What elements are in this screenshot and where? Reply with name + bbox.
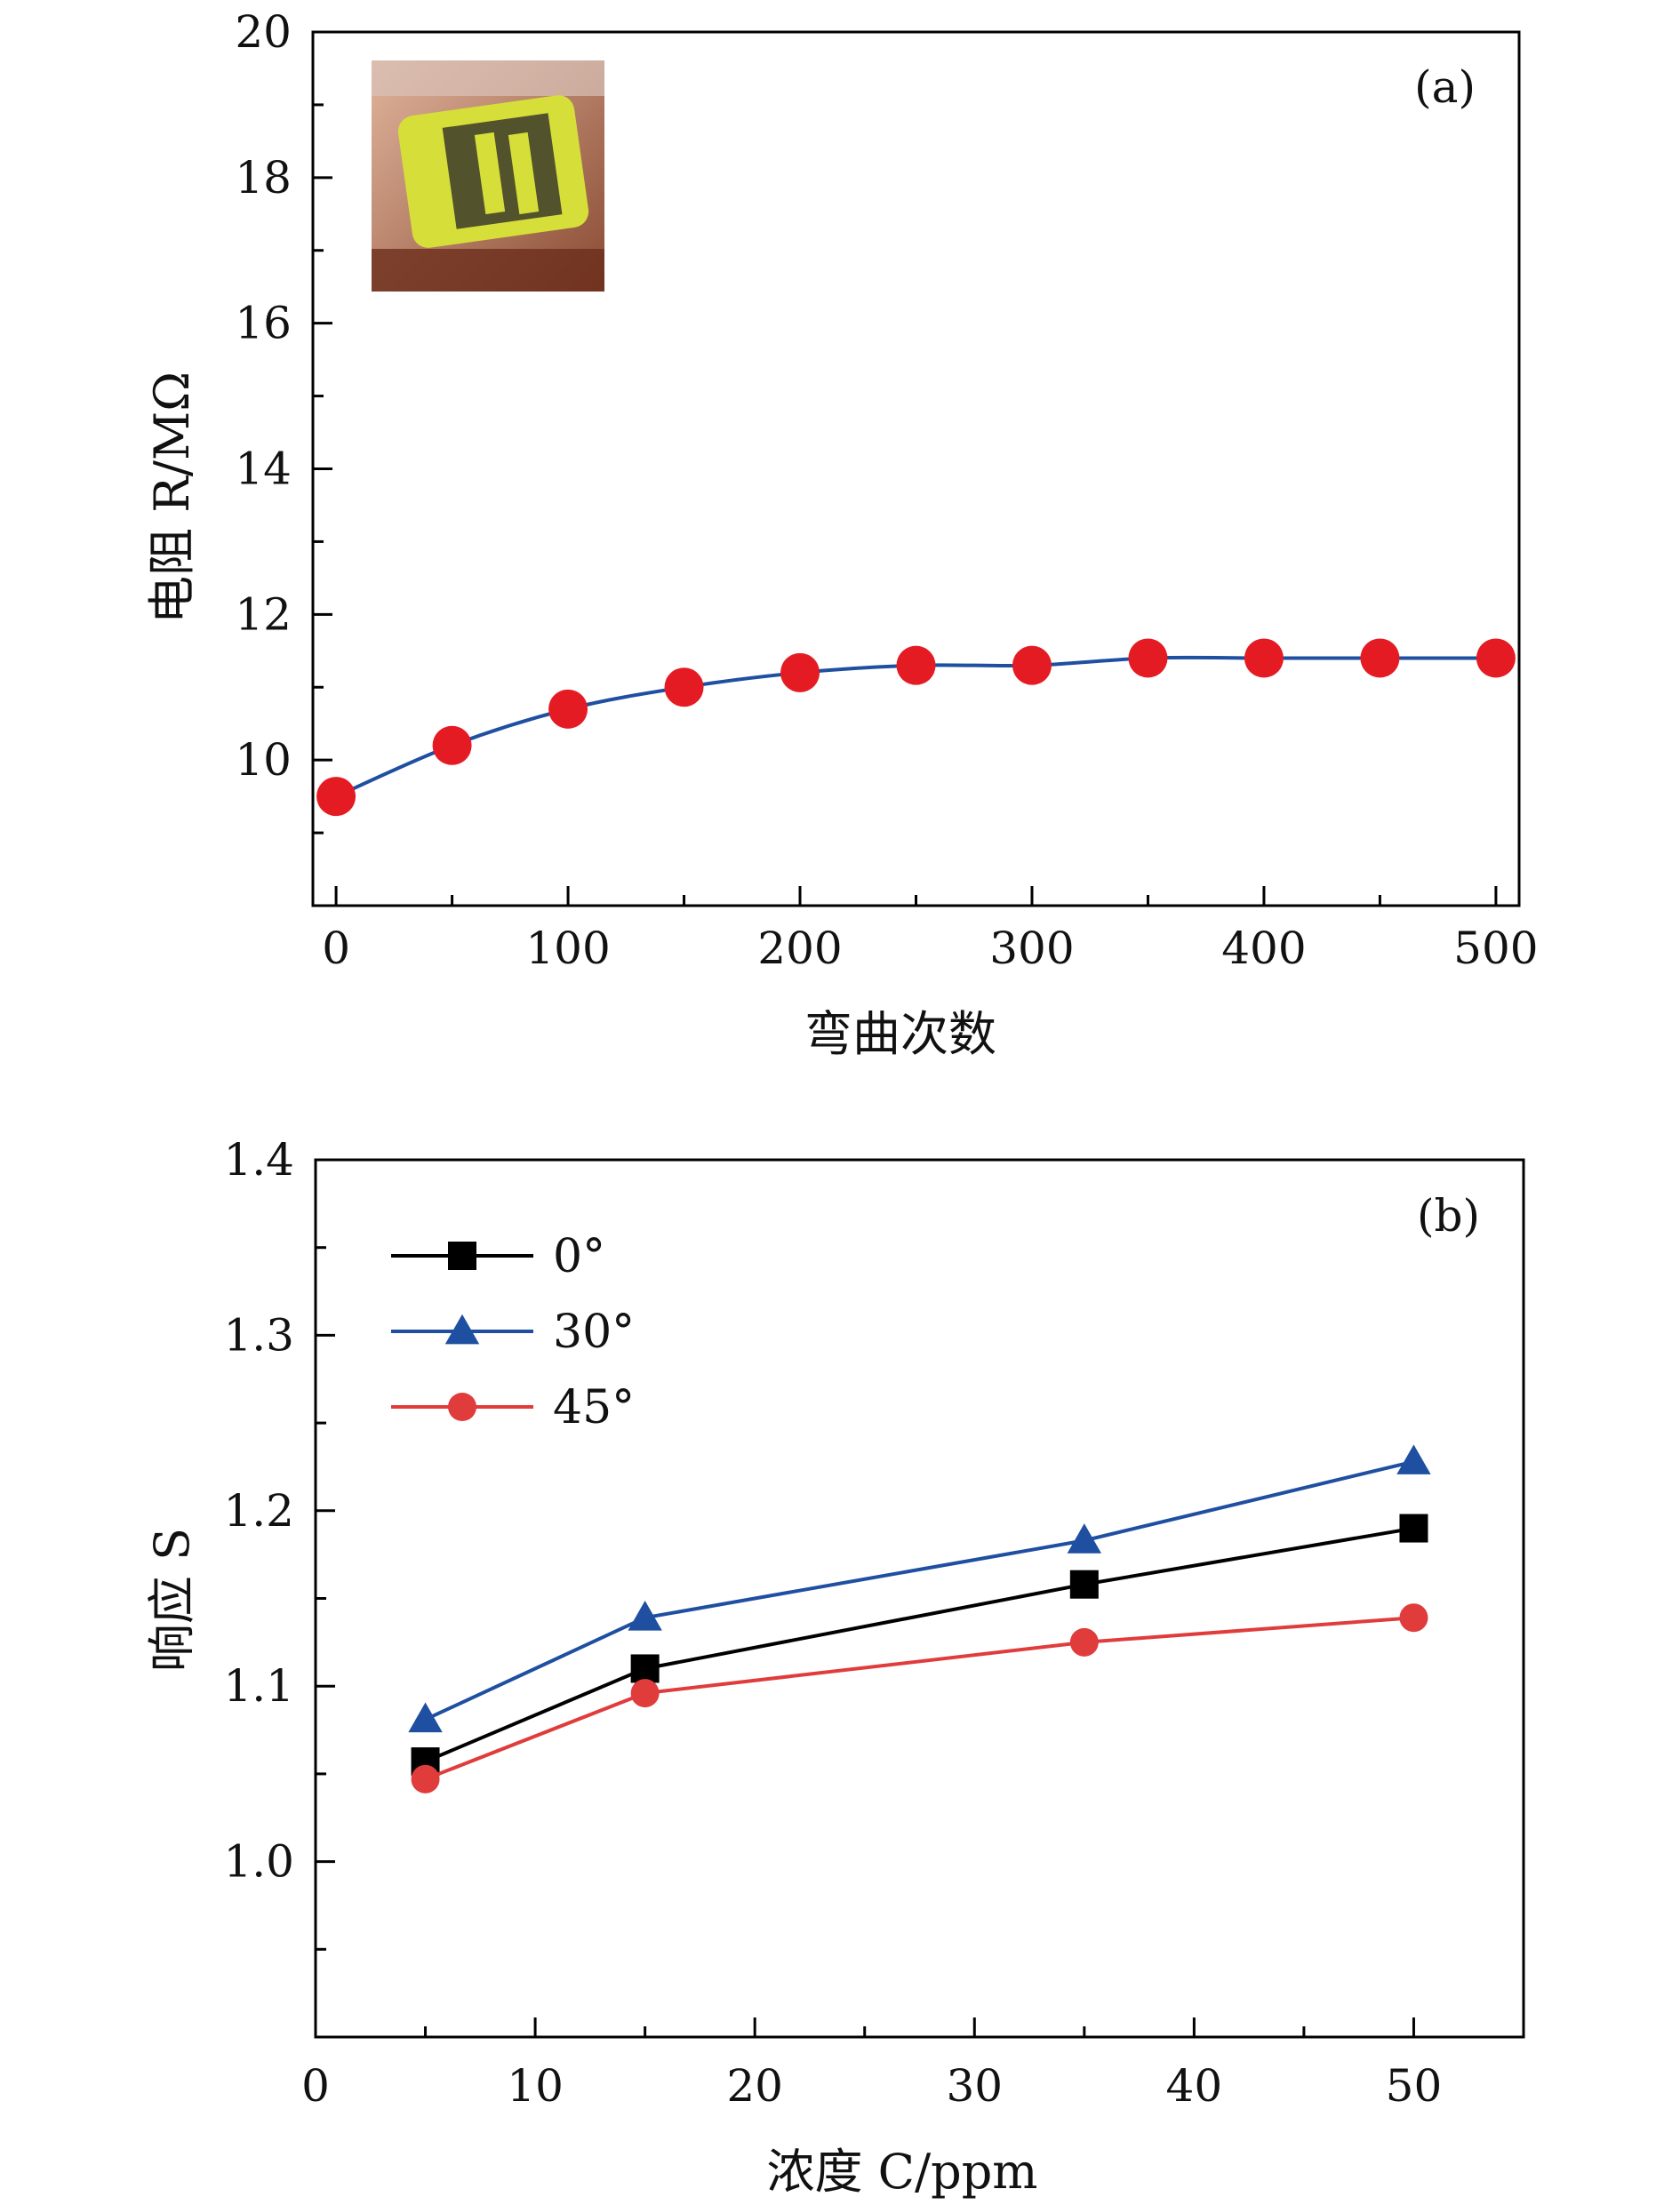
data-point bbox=[664, 667, 704, 707]
data-point bbox=[432, 725, 472, 765]
y-axis-title-b: 响应 S bbox=[144, 1528, 200, 1672]
x-axis-title-b: 浓度 C/ppm bbox=[766, 2144, 1037, 2200]
data-point bbox=[1067, 1523, 1102, 1554]
x-axis-a: 0 100 200 300 400 500 bbox=[322, 886, 1539, 974]
x-tick-label: 30 bbox=[946, 2060, 1003, 2112]
data-point bbox=[548, 689, 588, 729]
x-tick-label: 400 bbox=[1221, 923, 1306, 974]
data-point bbox=[1012, 645, 1052, 685]
y-axis-a: 10 12 14 16 18 20 bbox=[235, 6, 332, 835]
data-point bbox=[628, 1601, 662, 1631]
x-tick-label: 50 bbox=[1386, 2060, 1443, 2112]
data-point bbox=[896, 645, 936, 685]
panel-b: (b) 0 10 20 30 40 50 1.0 1.1 1.2 1.3 1.4 0° 30° 45°… bbox=[144, 1134, 1525, 2200]
legend-label: 45° bbox=[553, 1381, 635, 1434]
x-axis-b: 0 10 20 30 40 50 bbox=[301, 2017, 1442, 2112]
data-point bbox=[1399, 1603, 1428, 1633]
data-point bbox=[1128, 638, 1168, 678]
data-point bbox=[1244, 638, 1284, 678]
x-axis-title-a: 弯曲次数 bbox=[804, 1006, 996, 1062]
y-tick-label: 1.1 bbox=[223, 1660, 294, 1712]
y-axis-title-a: 电阻 R/MΩ bbox=[144, 371, 200, 624]
data-point bbox=[411, 1764, 440, 1794]
panel-label-a: (a) bbox=[1414, 61, 1476, 113]
plot-frame-b bbox=[314, 1158, 1525, 2039]
x-tick-label: 0 bbox=[322, 923, 350, 974]
inset-photo bbox=[372, 60, 604, 292]
series-line bbox=[424, 1459, 1414, 1722]
data-point bbox=[316, 777, 356, 817]
data-point bbox=[630, 1654, 660, 1683]
data-point bbox=[1069, 1627, 1099, 1657]
y-axis-b: 1.0 1.1 1.2 1.3 1.4 bbox=[223, 1134, 335, 1951]
x-tick-label: 10 bbox=[507, 2060, 564, 2112]
y-tick-label: 10 bbox=[235, 734, 292, 786]
x-tick-label: 0 bbox=[301, 2060, 330, 2112]
data-point bbox=[1069, 1570, 1099, 1599]
y-tick-label: 1.0 bbox=[223, 1836, 294, 1888]
y-tick-label: 14 bbox=[235, 443, 292, 495]
x-tick-label: 500 bbox=[1453, 923, 1538, 974]
x-tick-label: 300 bbox=[989, 923, 1074, 974]
y-tick-label: 18 bbox=[235, 152, 292, 204]
panel-label-b: (b) bbox=[1417, 1190, 1480, 1242]
panel-a: (a) 0 100 200 300 400 500 10 12 14 16 18 20 弯曲次数 电… bbox=[144, 6, 1539, 1062]
y-tick-label: 1.2 bbox=[223, 1485, 294, 1537]
y-tick-label: 16 bbox=[235, 298, 292, 349]
legend-marker bbox=[448, 1242, 476, 1270]
data-point bbox=[630, 1679, 660, 1708]
series-line bbox=[424, 1616, 1414, 1781]
legend-marker bbox=[444, 1314, 480, 1345]
data-point bbox=[1399, 1514, 1428, 1543]
legend-marker bbox=[448, 1393, 476, 1421]
x-tick-label: 200 bbox=[757, 923, 842, 974]
legend-label: 30° bbox=[553, 1306, 635, 1359]
data-point bbox=[1396, 1444, 1431, 1474]
data-point bbox=[1476, 638, 1516, 678]
legend-label: 0° bbox=[553, 1230, 605, 1283]
y-tick-label: 12 bbox=[235, 588, 292, 640]
x-tick-label: 40 bbox=[1166, 2060, 1223, 2112]
y-tick-label: 1.4 bbox=[223, 1134, 294, 1186]
x-tick-label: 20 bbox=[726, 2060, 783, 2112]
data-point bbox=[780, 652, 820, 692]
series-group-b bbox=[408, 1444, 1431, 1794]
y-tick-label: 1.3 bbox=[223, 1309, 294, 1361]
data-point bbox=[408, 1702, 443, 1733]
series-group-a bbox=[316, 638, 1516, 817]
legend-b: 0° 30° 45° bbox=[391, 1230, 635, 1434]
data-point bbox=[1360, 638, 1400, 678]
x-tick-label: 100 bbox=[525, 923, 610, 974]
y-tick-label: 20 bbox=[235, 6, 292, 58]
series-line bbox=[424, 1526, 1414, 1763]
